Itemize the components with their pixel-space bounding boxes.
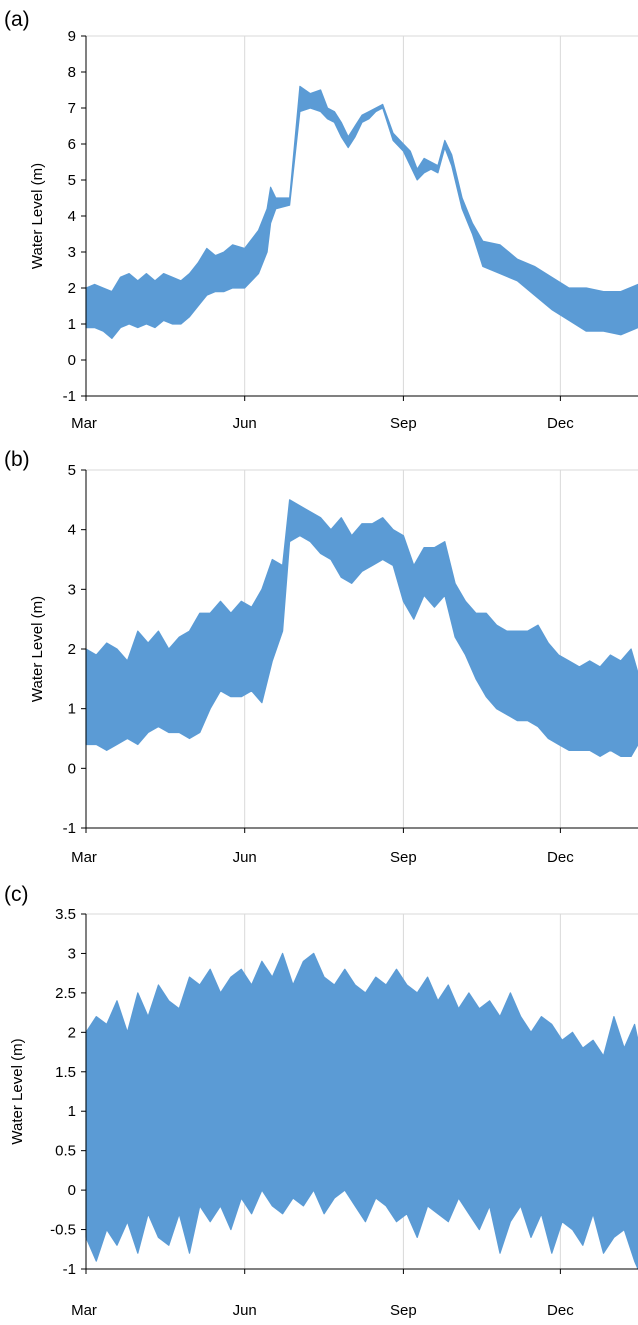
water-level-series xyxy=(85,499,638,757)
y-tick-label: 2.5 xyxy=(55,985,76,1002)
y-tick-label: 1.5 xyxy=(55,1064,76,1081)
y-tick-label: 2 xyxy=(68,280,76,297)
x-tick-label: Mar xyxy=(71,415,97,432)
y-tick-label: 5 xyxy=(68,462,76,479)
x-tick-label: Sep xyxy=(390,1302,417,1319)
panel-label: (c) xyxy=(4,883,29,906)
x-tick-label: Dec xyxy=(547,849,574,866)
panel-label: (a) xyxy=(4,8,30,31)
y-tick-label: -1 xyxy=(63,820,76,837)
x-tick-label: Jun xyxy=(233,415,257,432)
water-level-series xyxy=(85,85,638,339)
x-tick-label: Mar xyxy=(71,1302,97,1319)
y-tick-label: 0.5 xyxy=(55,1143,76,1160)
y-tick-label: 1 xyxy=(68,701,76,718)
y-tick-label: 5 xyxy=(68,172,76,189)
water-level-chart-c: -1 -0.5 0 0.5 1 1.5 2 2.5 3 3.5 Mar Jun Sep Dec Water … xyxy=(9,906,638,1319)
y-tick-label: 8 xyxy=(68,64,76,81)
y-axis-label: Water Level (m) xyxy=(29,163,46,269)
y-tick-label: 7 xyxy=(68,100,76,117)
water-level-chart-a: -1 0 1 2 3 4 5 6 7 8 9 Mar Jun Sep Dec Water Level (m) xyxy=(29,28,638,432)
y-tick-label: 6 xyxy=(68,136,76,153)
y-tick-label: 0 xyxy=(68,760,76,777)
y-axis-label: Water Level (m) xyxy=(9,1038,26,1144)
x-tick-label: Jun xyxy=(233,849,257,866)
x-tick-label: Sep xyxy=(390,849,417,866)
water-level-chart-b: -1 0 1 2 3 4 5 Mar Jun Sep Dec Water Level (m) xyxy=(29,462,638,866)
panel-label: (b) xyxy=(4,448,30,471)
y-tick-label: 3 xyxy=(68,244,76,261)
x-tick-label: Dec xyxy=(547,1302,574,1319)
y-tick-label: 2 xyxy=(68,1024,76,1041)
y-tick-label: 1 xyxy=(68,1103,76,1120)
y-tick-label: 4 xyxy=(68,522,76,539)
y-tick-label: 3.5 xyxy=(55,906,76,923)
x-tick-label: Dec xyxy=(547,415,574,432)
y-tick-label: -0.5 xyxy=(50,1222,76,1239)
panel-b: (b) -1 0 1 2 3 4 5 Mar Jun Sep Dec Water Level (m) xyxy=(0,440,638,875)
y-tick-label: 9 xyxy=(68,28,76,45)
y-tick-label: 3 xyxy=(68,581,76,598)
y-tick-label: 0 xyxy=(68,352,76,369)
water-level-series xyxy=(85,952,638,1270)
y-tick-label: 1 xyxy=(68,316,76,333)
y-tick-label: 3 xyxy=(68,945,76,962)
y-tick-label: 2 xyxy=(68,641,76,658)
y-tick-label: 4 xyxy=(68,208,76,225)
y-tick-label: -1 xyxy=(63,388,76,405)
y-tick-label: 0 xyxy=(68,1182,76,1199)
x-tick-label: Jun xyxy=(233,1302,257,1319)
y-tick-label: -1 xyxy=(63,1261,76,1278)
y-axis-label: Water Level (m) xyxy=(29,596,46,702)
x-tick-label: Mar xyxy=(71,849,97,866)
panel-a: (a) -1 0 1 2 3 4 5 6 7 8 9 Mar Jun Sep Dec Water Level … xyxy=(0,0,638,440)
x-tick-label: Sep xyxy=(390,415,417,432)
panel-c: (c) -1 -0.5 0 0.5 1 1.5 2 2.5 3 3.5 Mar Jun Sep Dec Wa… xyxy=(0,875,638,1325)
